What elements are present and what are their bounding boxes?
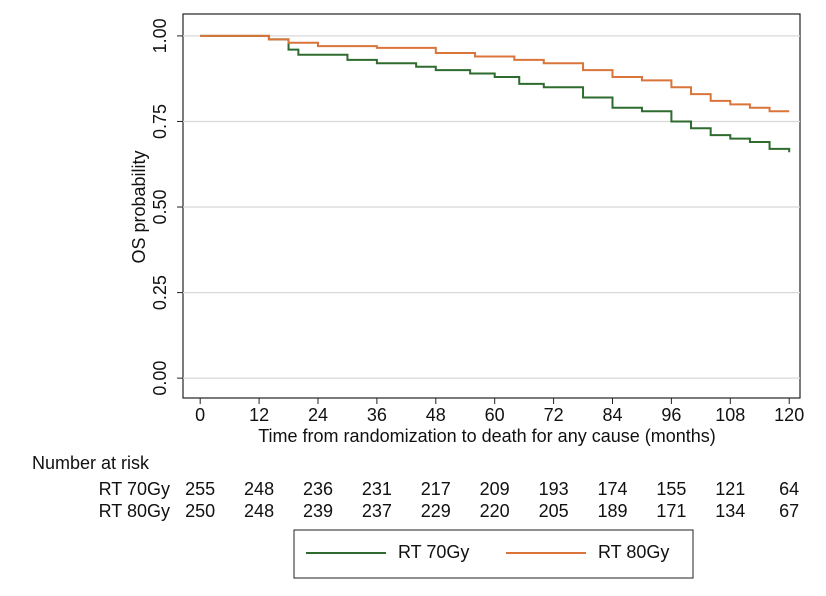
y-tick-label: 1.00	[150, 18, 170, 53]
risk-count: 189	[597, 501, 627, 521]
risk-count: 171	[656, 501, 686, 521]
legend-label: RT 80Gy	[598, 542, 669, 562]
risk-count: 231	[362, 479, 392, 499]
risk-row-label: RT 70Gy	[99, 479, 170, 499]
risk-count: 237	[362, 501, 392, 521]
x-tick-label: 48	[426, 405, 446, 425]
risk-count: 229	[421, 501, 451, 521]
risk-count: 248	[244, 501, 274, 521]
x-tick-label: 36	[367, 405, 387, 425]
y-tick-label: 0.50	[150, 190, 170, 225]
risk-title: Number at risk	[32, 453, 150, 473]
risk-count: 220	[480, 501, 510, 521]
risk-count: 155	[656, 479, 686, 499]
x-tick-label: 108	[715, 405, 745, 425]
legend-label: RT 70Gy	[398, 542, 469, 562]
risk-count: 193	[539, 479, 569, 499]
x-tick-label: 0	[195, 405, 205, 425]
risk-count: 255	[185, 479, 215, 499]
risk-count: 217	[421, 479, 451, 499]
survival-curve	[200, 34, 790, 113]
risk-row-label: RT 80Gy	[99, 501, 170, 521]
risk-count: 236	[303, 479, 333, 499]
x-tick-label: 120	[774, 405, 804, 425]
x-tick-label: 72	[544, 405, 564, 425]
survival-curve	[200, 34, 791, 153]
y-tick-label: 0.00	[150, 361, 170, 396]
x-tick-label: 96	[661, 405, 681, 425]
risk-count: 239	[303, 501, 333, 521]
risk-count: 174	[597, 479, 627, 499]
x-tick-label: 84	[602, 405, 622, 425]
x-tick-label: 12	[249, 405, 269, 425]
x-axis-label: Time from randomization to death for any…	[258, 426, 716, 446]
risk-count: 250	[185, 501, 215, 521]
risk-count: 209	[480, 479, 510, 499]
risk-count: 134	[715, 501, 745, 521]
risk-count: 64	[779, 479, 799, 499]
y-axis-label: OS probability	[129, 150, 149, 263]
x-tick-label: 24	[308, 405, 328, 425]
risk-count: 67	[779, 501, 799, 521]
risk-count: 248	[244, 479, 274, 499]
y-tick-label: 0.25	[150, 275, 170, 310]
plot-frame	[182, 13, 801, 399]
y-tick-label: 0.75	[150, 104, 170, 139]
risk-count: 205	[539, 501, 569, 521]
x-tick-label: 60	[485, 405, 505, 425]
risk-count: 121	[715, 479, 745, 499]
